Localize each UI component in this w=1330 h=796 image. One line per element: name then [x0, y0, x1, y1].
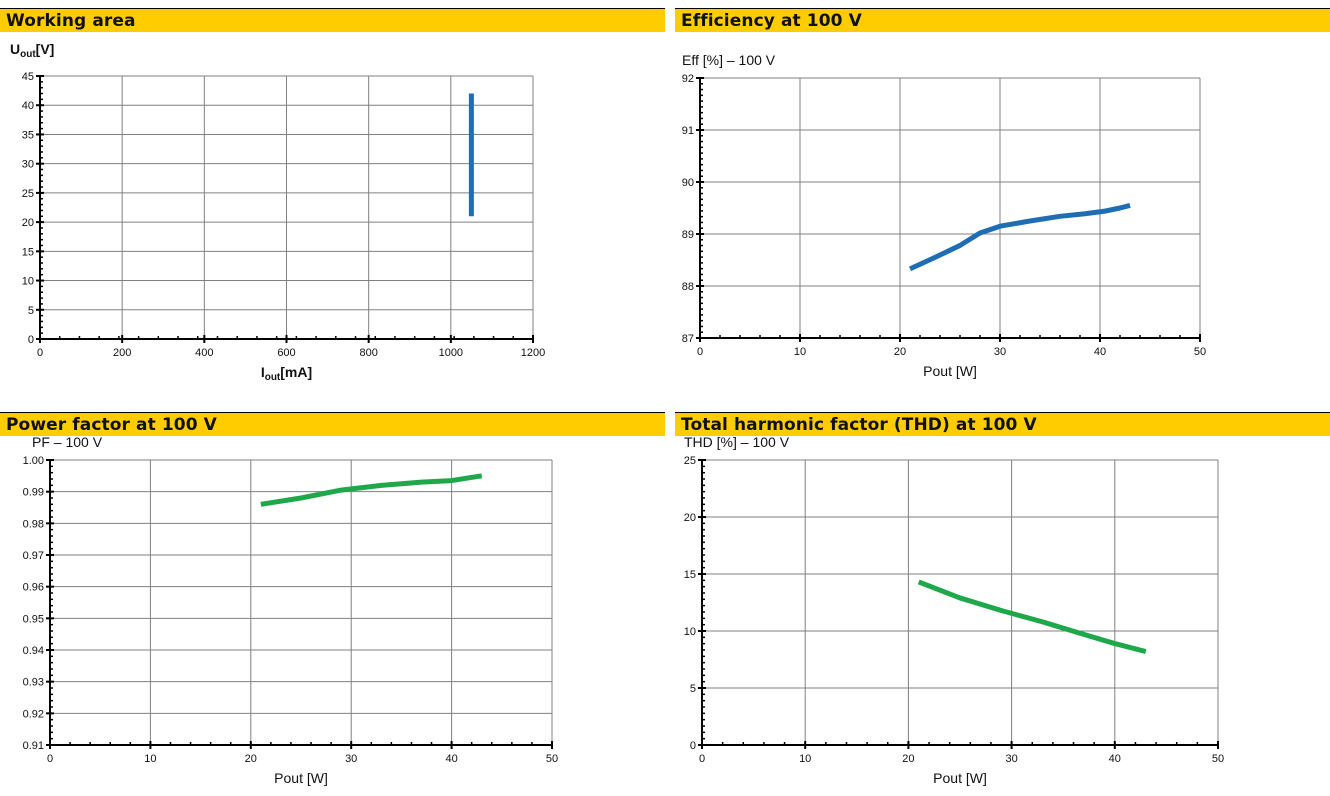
x-tick-label: 0 — [697, 346, 703, 358]
x-tick-label: 50 — [1212, 753, 1224, 765]
x-tick-label: 200 — [113, 347, 131, 359]
panel-header: Efficiency at 100 V — [675, 8, 1330, 32]
y-tick-label: 5 — [28, 305, 34, 317]
chart-subtitle: Eff [%] – 100 V — [682, 52, 776, 68]
x-tick-label: 20 — [894, 346, 906, 358]
panel-efficiency: Efficiency at 100 V Eff [%] – 100 V 0 10 20… — [675, 0, 1330, 400]
x-tick-label: 0 — [47, 753, 53, 765]
y-tick-label: 35 — [22, 129, 34, 141]
x-tick-label: 30 — [345, 753, 357, 765]
x-axis-label: Pout [W] — [274, 770, 328, 786]
chart-efficiency: Eff [%] – 100 V 0 10 20 30 40 50 87 88 89 90 91 92 Po… — [682, 52, 1206, 379]
x-axis-label: Pout [W] — [933, 770, 987, 786]
panel-title: Total harmonic factor (THD) at 100 V — [681, 415, 1037, 435]
y-tick-label: 91 — [682, 125, 694, 137]
panel-header: Working area — [0, 8, 665, 32]
x-axis-label: Pout [W] — [923, 363, 977, 379]
panel-title: Power factor at 100 V — [6, 415, 217, 435]
y-tick-label: 0 — [28, 334, 34, 346]
x-tick-label: 0 — [37, 347, 43, 359]
y-tick-label: 10 — [684, 626, 696, 638]
y-tick-label: 10 — [22, 276, 34, 288]
x-tick-label: 30 — [1005, 753, 1017, 765]
y-tick-label: 25 — [684, 455, 696, 467]
y-tick-label: 30 — [22, 159, 34, 171]
y-tick-label: 45 — [22, 71, 34, 83]
x-tick-label: 30 — [994, 346, 1006, 358]
y-tick-label: 1.00 — [23, 455, 44, 467]
x-tick-label: 40 — [445, 753, 457, 765]
panel-header: Power factor at 100 V — [0, 412, 665, 436]
x-tick-label: 10 — [144, 753, 156, 765]
panel-title: Working area — [6, 11, 136, 31]
y-tick-label: 15 — [22, 246, 34, 258]
x-tick-label: 40 — [1094, 346, 1106, 358]
chart-thd: THD [%] – 100 V 0 10 20 30 40 50 0 5 10 15 20 25 Pout… — [684, 434, 1224, 786]
x-tick-label: 50 — [1194, 346, 1206, 358]
y-tick-label: 0.97 — [23, 550, 44, 562]
x-tick-label: 400 — [195, 347, 213, 359]
panel-header: Total harmonic factor (THD) at 100 V — [675, 412, 1330, 436]
y-tick-label: 0.92 — [23, 708, 44, 720]
y-tick-label: 92 — [682, 73, 694, 85]
y-tick-label: 15 — [684, 569, 696, 581]
y-tick-label: 25 — [22, 188, 34, 200]
y-tick-label: 90 — [682, 177, 694, 189]
panel-thd: Total harmonic factor (THD) at 100 V THD… — [675, 412, 1330, 796]
x-tick-label: 1200 — [521, 347, 545, 359]
y-tick-label: 87 — [682, 333, 694, 345]
y-tick-label: 40 — [22, 100, 34, 112]
x-tick-label: 1000 — [439, 347, 463, 359]
x-tick-label: 600 — [277, 347, 295, 359]
y-tick-label: 89 — [682, 229, 694, 241]
x-tick-label: 40 — [1109, 753, 1121, 765]
x-tick-label: 10 — [799, 753, 811, 765]
y-tick-label: 0.91 — [23, 740, 44, 752]
panel-title: Efficiency at 100 V — [681, 11, 862, 31]
y-tick-label: 0.93 — [23, 677, 44, 689]
y-tick-label: 0.95 — [23, 613, 44, 625]
panel-power-factor: Power factor at 100 V PF – 100 V 0 10 20 30 4… — [0, 412, 665, 796]
y-tick-label: 0.96 — [23, 582, 44, 594]
x-tick-label: 50 — [546, 753, 558, 765]
x-tick-label: 800 — [359, 347, 377, 359]
series-line — [917, 579, 1147, 654]
y-tick-label: 0 — [690, 740, 696, 752]
y-tick-label: 0.94 — [23, 645, 44, 657]
x-tick-label: 20 — [902, 753, 914, 765]
y-tick-label: 20 — [22, 217, 34, 229]
series-line — [260, 473, 483, 507]
y-axis-label: Uout[V] — [10, 41, 54, 60]
x-tick-label: 10 — [794, 346, 806, 358]
chart-working-area: Uout[V] 0 200 400 600 800 1000 1200 0 5 10 15 20 25 30… — [10, 41, 545, 383]
panel-working-area: Working area Uout[V] 0 200 400 600 800 1000 120… — [0, 0, 665, 400]
y-tick-label: 20 — [684, 512, 696, 524]
x-axis-label: Iout[mA] — [261, 364, 312, 383]
x-tick-label: 0 — [699, 753, 705, 765]
y-tick-label: 0.99 — [23, 487, 44, 499]
chart-subtitle: THD [%] – 100 V — [684, 434, 790, 450]
y-tick-label: 5 — [690, 683, 696, 695]
y-tick-label: 88 — [682, 281, 694, 293]
chart-power-factor: PF – 100 V 0 10 20 30 40 50 0.91 0.92 0.93 0.94 0.9… — [23, 434, 559, 786]
series-line — [908, 202, 1131, 272]
y-tick-label: 0.98 — [23, 518, 44, 530]
x-tick-label: 20 — [245, 753, 257, 765]
chart-subtitle: PF – 100 V — [32, 434, 103, 450]
